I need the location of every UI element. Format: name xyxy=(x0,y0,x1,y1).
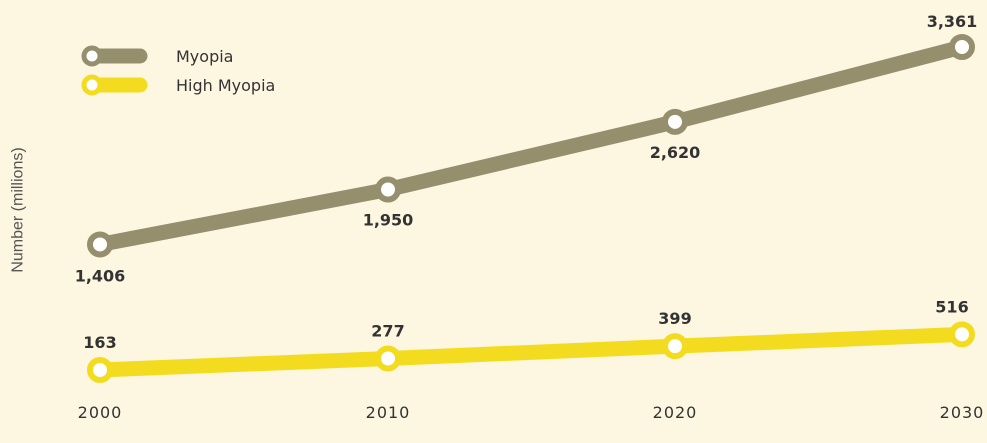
data-label-0-0: 1,406 xyxy=(75,266,126,285)
series-line-1 xyxy=(100,334,962,370)
data-point-1-2 xyxy=(665,336,685,356)
x-tick-label-3: 2030 xyxy=(940,403,985,422)
data-point-0-3 xyxy=(952,37,972,57)
legend-marker-0 xyxy=(84,48,100,64)
data-point-1-3 xyxy=(952,324,972,344)
data-point-0-0 xyxy=(90,234,110,254)
x-tick-label-2: 2020 xyxy=(653,403,698,422)
data-label-0-2: 2,620 xyxy=(650,143,701,162)
x-tick-label-1: 2010 xyxy=(366,403,411,422)
legend-item-0: Myopia xyxy=(84,47,233,66)
data-label-1-1: 277 xyxy=(371,321,404,340)
data-label-0-1: 1,950 xyxy=(363,211,414,230)
data-point-0-1 xyxy=(378,180,398,200)
data-point-1-1 xyxy=(378,348,398,368)
data-label-1-3: 516 xyxy=(935,297,968,316)
data-point-0-2 xyxy=(665,112,685,132)
data-label-1-0: 163 xyxy=(83,333,116,352)
x-tick-label-0: 2000 xyxy=(78,403,123,422)
data-label-1-2: 399 xyxy=(658,309,691,328)
legend-label-0: Myopia xyxy=(176,47,233,66)
legend-marker-1 xyxy=(84,77,100,93)
series-1: 163 277 399 516 xyxy=(83,297,972,380)
legend-item-1: High Myopia xyxy=(84,76,275,95)
legend-label-1: High Myopia xyxy=(176,76,275,95)
data-label-0-3: 3,361 xyxy=(927,12,978,31)
data-point-1-0 xyxy=(90,360,110,380)
legend: Myopia High Myopia xyxy=(84,47,275,95)
